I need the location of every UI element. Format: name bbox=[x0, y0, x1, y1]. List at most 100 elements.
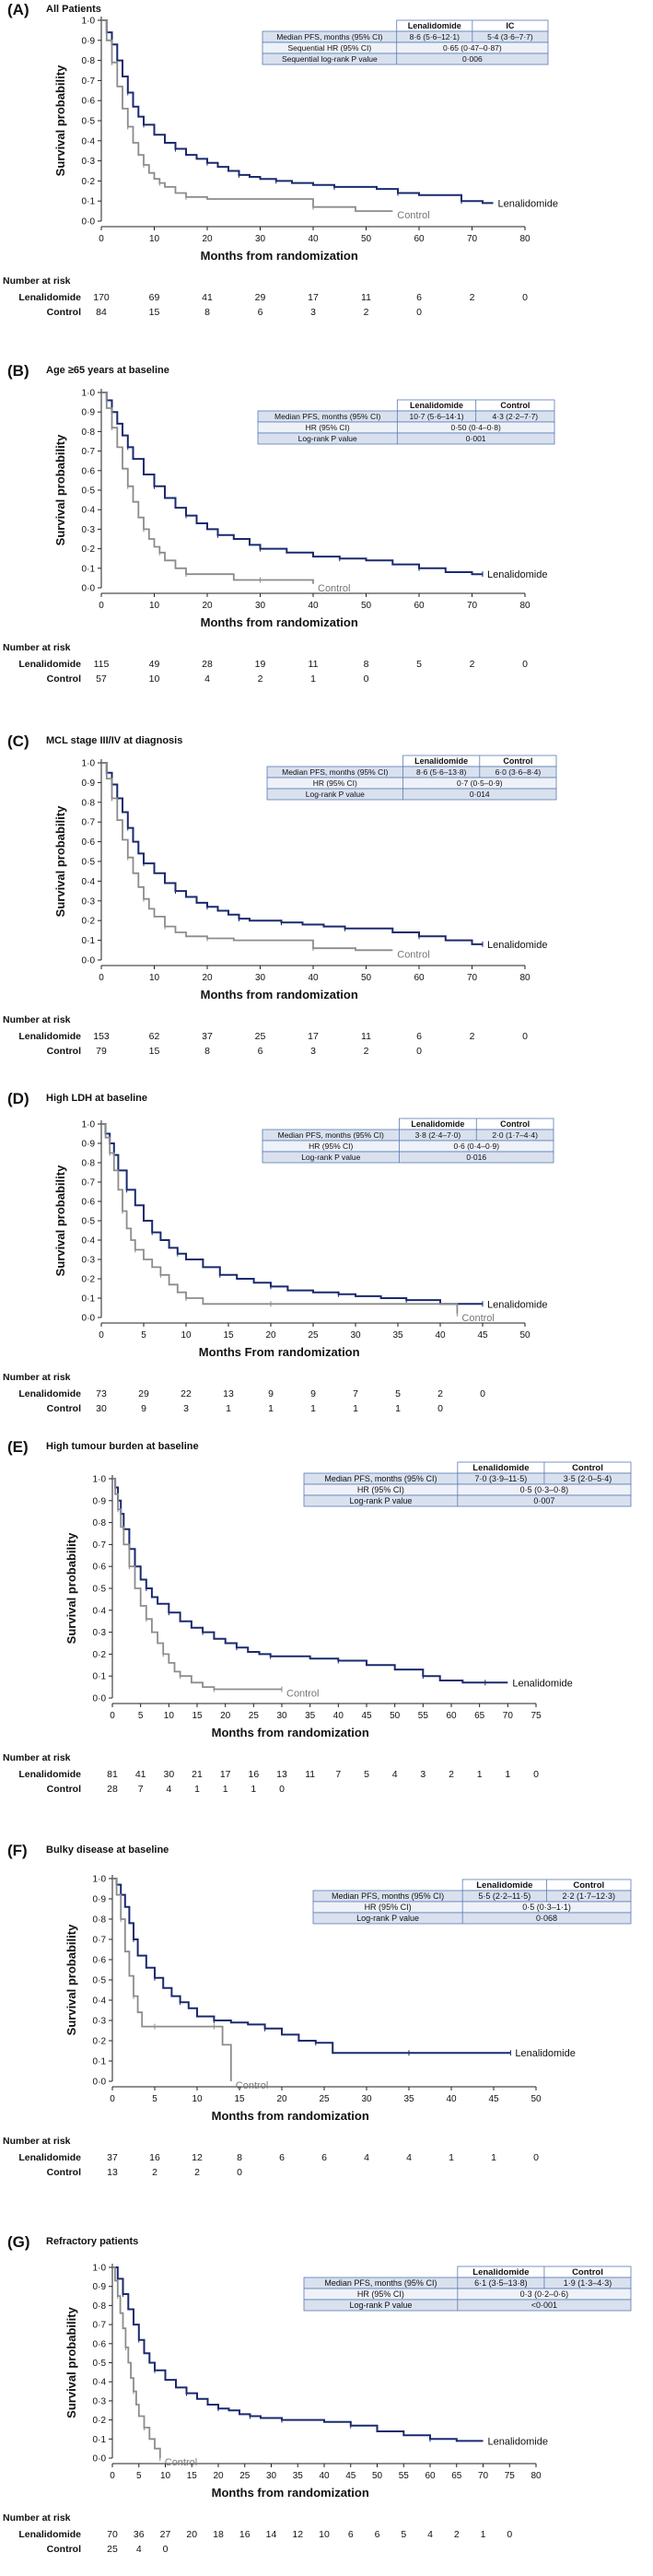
y-tick-label: 0·6 bbox=[93, 2339, 107, 2349]
y-tick-label: 0·4 bbox=[82, 136, 96, 146]
x-axis-label: Months from randomization bbox=[212, 2486, 369, 2500]
curve-label-control: Control bbox=[461, 1313, 494, 1324]
x-tick-label: 45 bbox=[361, 1711, 372, 1721]
risk-count-control: 25 bbox=[107, 2544, 118, 2555]
risk-count-lenalidomide: 6 bbox=[348, 2529, 354, 2540]
y-tick-label: 0·4 bbox=[93, 2378, 107, 2388]
risk-count-control: 0 bbox=[279, 1784, 285, 1795]
x-axis-label: Months from randomization bbox=[201, 249, 358, 263]
panel-title: High LDH at baseline bbox=[46, 1093, 147, 1104]
x-axis-label: Months from randomization bbox=[201, 988, 358, 1001]
y-tick-label: 0·8 bbox=[82, 427, 96, 438]
table-cell-combined: 0·3 (0·2–0·6) bbox=[520, 2289, 569, 2299]
risk-count-control: 2 bbox=[258, 673, 263, 685]
summary-table: Lenalidomide Control Median PFS, months (9… bbox=[266, 755, 557, 801]
km-panel-b: (B) Age ≥65 years at baseline 0·0 0·1 0·2 0·3… bbox=[3, 362, 555, 685]
x-tick-label: 20 bbox=[202, 234, 213, 244]
x-tick-label: 60 bbox=[425, 2471, 436, 2481]
risk-count-control: 2 bbox=[194, 2167, 200, 2178]
table-row bbox=[266, 788, 557, 801]
table-row bbox=[262, 1151, 554, 1164]
risk-count-lenalidomide: 0 bbox=[522, 659, 528, 670]
panel-letter: (C) bbox=[7, 732, 29, 750]
risk-count-lenalidomide: 4 bbox=[364, 2152, 369, 2163]
y-tick-label: 0·8 bbox=[82, 56, 96, 66]
x-tick-label: 50 bbox=[531, 2094, 542, 2104]
risk-count-lenalidomide: 2 bbox=[470, 1031, 475, 1042]
table-col-lenalidomide: Lenalidomide bbox=[472, 1463, 529, 1473]
table-row bbox=[266, 777, 557, 790]
x-tick-label: 10 bbox=[160, 2471, 171, 2481]
risk-count-control: 8 bbox=[204, 1046, 210, 1057]
risk-row-label-control: Control bbox=[47, 2544, 81, 2555]
x-tick-label: 70 bbox=[467, 973, 478, 983]
risk-row-label-lenalidomide: Lenalidomide bbox=[18, 1031, 81, 1042]
risk-count-control: 0 bbox=[416, 1046, 422, 1057]
table-cell-control: 6·0 (3·6–8·4) bbox=[496, 767, 542, 777]
risk-count-control: 28 bbox=[107, 1784, 118, 1795]
risk-count-lenalidomide: 9 bbox=[310, 1388, 316, 1399]
risk-count-lenalidomide: 70 bbox=[107, 2529, 118, 2540]
risk-count-lenalidomide: 8 bbox=[364, 659, 369, 670]
risk-count-lenalidomide: 11 bbox=[361, 1031, 371, 1042]
panel-title: All Patients bbox=[46, 4, 101, 15]
y-tick-label: 0·1 bbox=[82, 936, 96, 946]
risk-count-lenalidomide: 17 bbox=[308, 292, 319, 303]
y-tick-label: 0·7 bbox=[82, 818, 96, 828]
x-tick-label: 50 bbox=[390, 1711, 401, 1721]
risk-row-label-control: Control bbox=[47, 1046, 81, 1057]
y-tick-label: 0·5 bbox=[82, 486, 96, 497]
x-tick-label: 40 bbox=[308, 973, 319, 983]
x-tick-label: 10 bbox=[149, 973, 160, 983]
panel-letter: (E) bbox=[7, 1438, 29, 1456]
risk-title: Number at risk bbox=[3, 642, 71, 653]
x-tick-label: 75 bbox=[505, 2471, 516, 2481]
risk-count-lenalidomide: 115 bbox=[94, 659, 110, 670]
km-curve-control bbox=[101, 1123, 459, 1314]
risk-count-lenalidomide: 62 bbox=[149, 1031, 160, 1042]
risk-row-label-control: Control bbox=[47, 1403, 81, 1414]
table-row bbox=[303, 1483, 632, 1496]
y-tick-label: 0·7 bbox=[93, 1936, 107, 1946]
risk-count-lenalidomide: 5 bbox=[395, 1388, 401, 1399]
risk-count-lenalidomide: 0 bbox=[533, 2152, 539, 2163]
summary-table: Lenalidomide Control Median PFS, months (9… bbox=[262, 1118, 554, 1164]
y-tick-label: 0·6 bbox=[82, 1198, 96, 1208]
risk-count-control: 4 bbox=[204, 673, 210, 685]
risk-count-control: 0 bbox=[437, 1403, 443, 1414]
risk-count-lenalidomide: 19 bbox=[255, 659, 266, 670]
table-col-control: Control bbox=[572, 2267, 603, 2277]
risk-count-lenalidomide: 0 bbox=[533, 1769, 539, 1780]
risk-count-lenalidomide: 16 bbox=[239, 2529, 251, 2540]
curve-label-lenalidomide: Lenalidomide bbox=[487, 1299, 547, 1310]
y-tick-label: 1·0 bbox=[93, 1875, 107, 1885]
y-tick-label: 0·9 bbox=[93, 2282, 107, 2292]
risk-count-lenalidomide: 11 bbox=[305, 1769, 315, 1780]
x-tick-label: 20 bbox=[265, 1330, 276, 1341]
y-tick-label: 0·4 bbox=[93, 1996, 107, 2007]
table-cell-control: 1·9 (1·3–4·3) bbox=[564, 2278, 612, 2288]
risk-count-lenalidomide: 12 bbox=[292, 2529, 303, 2540]
x-tick-label: 15 bbox=[187, 2471, 198, 2481]
y-tick-label: 0·3 bbox=[93, 1628, 107, 1638]
x-tick-label: 30 bbox=[255, 234, 266, 244]
table-row bbox=[262, 1140, 554, 1153]
x-tick-label: 15 bbox=[223, 1330, 234, 1341]
table-cell-lenalidomide: 7·0 (3·9–11·5) bbox=[474, 1474, 527, 1483]
table-cell-lenalidomide: 5·5 (2·2–11·5) bbox=[478, 1891, 531, 1901]
table-row bbox=[312, 1901, 632, 1914]
x-tick-label: 60 bbox=[414, 973, 425, 983]
curve-label-lenalidomide: Lenalidomide bbox=[487, 940, 547, 951]
curve-label-control: Control bbox=[397, 949, 429, 960]
km-curve-control bbox=[101, 392, 314, 584]
x-tick-label: 30 bbox=[276, 1711, 287, 1721]
summary-table: Lenalidomide Control Median PFS, months (9… bbox=[303, 2266, 632, 2312]
y-tick-label: 0·1 bbox=[82, 564, 96, 574]
table-cell-combined: 0·006 bbox=[462, 54, 483, 64]
x-tick-label: 30 bbox=[266, 2471, 277, 2481]
y-tick-label: 0·7 bbox=[82, 76, 96, 87]
y-tick-label: 1·0 bbox=[93, 2264, 107, 2274]
x-tick-label: 40 bbox=[308, 601, 319, 611]
x-tick-label: 10 bbox=[192, 2094, 203, 2104]
